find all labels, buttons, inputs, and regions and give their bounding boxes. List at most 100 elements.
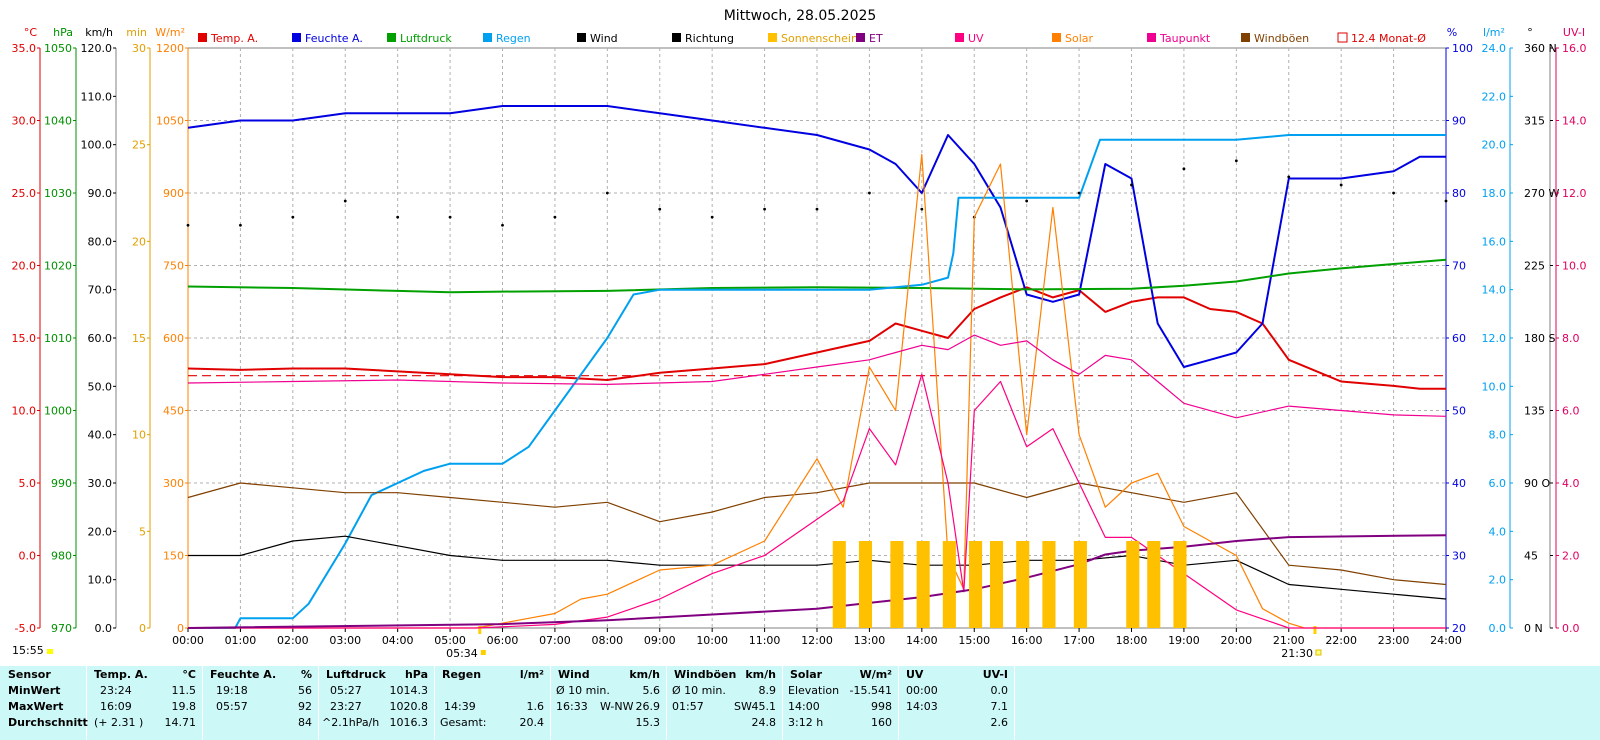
x-tick-label: 09:00 [644, 634, 676, 647]
axis-label-wind: 70.0 [88, 284, 113, 297]
stats-temp-time: 23:24 [100, 684, 132, 697]
stats-rain-time: 14:39 [444, 700, 476, 713]
series-luftdruck [187, 258, 1447, 294]
sunshine-bar [1016, 541, 1030, 628]
stats-divider [434, 666, 435, 740]
x-tick-label: 16:00 [1011, 634, 1043, 647]
axis-label-uv: 0.0 [1562, 622, 1580, 635]
stats-divider [666, 666, 667, 740]
axis-label-direction: 225 [1524, 260, 1545, 273]
axis-label-pressure: 970 [51, 622, 72, 635]
stats-wind-time: 16:33 [556, 700, 588, 713]
sunshine-bar [916, 541, 930, 628]
axis-label-sunshine: 5 [139, 525, 146, 538]
direction-point [239, 223, 242, 227]
stats-table: Sensor Temp. A. °C Feuchte A. % Luftdruc… [0, 666, 1600, 740]
stats-header-press-unit: hPa [404, 668, 428, 681]
stats-solar-value: 160 [871, 716, 892, 729]
legend-swatch [1052, 33, 1061, 42]
stats-uv-time: 14:03 [906, 700, 938, 713]
axis-label-sunshine: 15 [132, 332, 146, 345]
legend-swatch [1147, 33, 1156, 42]
axis-unit-temp: °C [24, 26, 38, 39]
axis-label-solar: 450 [163, 405, 184, 418]
stats-header-solar: Solar [790, 668, 823, 681]
stats-header-rain-unit: l/m² [519, 668, 544, 681]
chart-title: Mittwoch, 28.05.2025 [724, 8, 877, 24]
stats-uv-time: 00:00 [906, 684, 938, 697]
x-tick-label: 24:00 [1430, 634, 1462, 647]
stats-divider [86, 666, 87, 740]
direction-point [1025, 199, 1029, 203]
axis-label-direction: 315 [1524, 115, 1545, 128]
current-time-label: 15:55 [12, 644, 44, 657]
stats-row-label: MinWert [8, 684, 61, 697]
direction-point [658, 207, 662, 211]
x-axis: 00:00 01:00 02:00 03:00 04:00 05:00 06:00 07:00… [172, 626, 1462, 660]
x-tick-label: 18:00 [1116, 634, 1148, 647]
x-tick-label: 20:00 [1220, 634, 1252, 647]
x-tick-label: 01:00 [225, 634, 257, 647]
stats-row-label: MaxWert [8, 700, 64, 713]
axis-label-uv: 6.0 [1562, 405, 1580, 418]
axis-label-rain: 16.0 [1482, 235, 1507, 248]
axis-label-solar: 600 [163, 332, 184, 345]
axis-unit-humidity: % [1447, 26, 1457, 39]
series-temp-a [187, 286, 1446, 390]
legend-label: ET [869, 32, 883, 45]
stats-press-value: 1014.3 [389, 684, 429, 697]
direction-point [1130, 183, 1133, 187]
stats-press-time: 05:27 [330, 684, 362, 697]
axis-label-rain: 22.0 [1482, 90, 1507, 103]
axis-unit-wind: km/h [85, 26, 113, 39]
series-uv [188, 373, 1446, 629]
stats-header-hum: Feuchte A. [210, 668, 277, 681]
axis-label-direction: 45 [1524, 550, 1538, 563]
stats-wind-value: 26.9 [635, 700, 661, 713]
stats-uv-value: 7.1 [990, 700, 1009, 713]
axis-label-temp: 20.0 [12, 260, 37, 273]
axis-label-temp: 15.0 [12, 332, 37, 345]
sunshine-bar [989, 541, 1004, 628]
stats-hum-time: 05:57 [216, 700, 248, 713]
sunshine-bar [1126, 541, 1140, 628]
direction-point [186, 223, 190, 227]
axis-label-wind: 120.0 [81, 42, 113, 55]
direction-point [1182, 167, 1186, 171]
axis-label-pressure: 1040 [44, 115, 72, 128]
axis-label-sunshine: 25 [132, 139, 146, 152]
axis-label-uv: 12.0 [1562, 187, 1587, 200]
chart-grid [187, 47, 1447, 629]
stats-hum-time: 19:18 [216, 684, 248, 697]
legend-swatch [483, 33, 492, 42]
axis-label-sunshine: 10 [132, 429, 146, 442]
axis-label-uv: 16.0 [1562, 42, 1587, 55]
stats-uv-value: 2.6 [990, 716, 1009, 729]
direction-point [1287, 175, 1291, 179]
stats-press-value: 1016.3 [389, 716, 429, 729]
axis-label-sunshine: 20 [132, 235, 146, 248]
direction-point [763, 207, 766, 211]
sunrise-label: 05:34 [446, 647, 478, 660]
direction-point [815, 207, 819, 211]
axis-label-sunshine: 30 [132, 42, 146, 55]
axis-label-pressure: 1010 [44, 332, 72, 345]
axis-unit-uv: UV-I [1563, 26, 1585, 39]
axis-label-wind: 20.0 [88, 525, 113, 538]
direction-point [1444, 199, 1448, 203]
axis-label-humidity: 60 [1452, 332, 1466, 345]
axis-label-solar: 900 [163, 187, 184, 200]
x-tick-label: 17:00 [1063, 634, 1095, 647]
stats-wind-time: Ø 10 min. [556, 684, 610, 697]
series-regen [188, 134, 1446, 629]
axis-label-rain: 4.0 [1489, 525, 1507, 538]
axis-label-temp: 30.0 [12, 115, 37, 128]
current-time-marker [46, 649, 53, 654]
series-windböen [187, 482, 1447, 586]
stats-header-rain: Regen [442, 668, 482, 681]
axis-label-wind: 60.0 [88, 332, 113, 345]
axis-label-temp: -5.0 [15, 622, 36, 635]
axis-label-humidity: 30 [1452, 550, 1466, 563]
axis-label-pressure: 980 [51, 550, 72, 563]
stats-divider [550, 666, 551, 740]
